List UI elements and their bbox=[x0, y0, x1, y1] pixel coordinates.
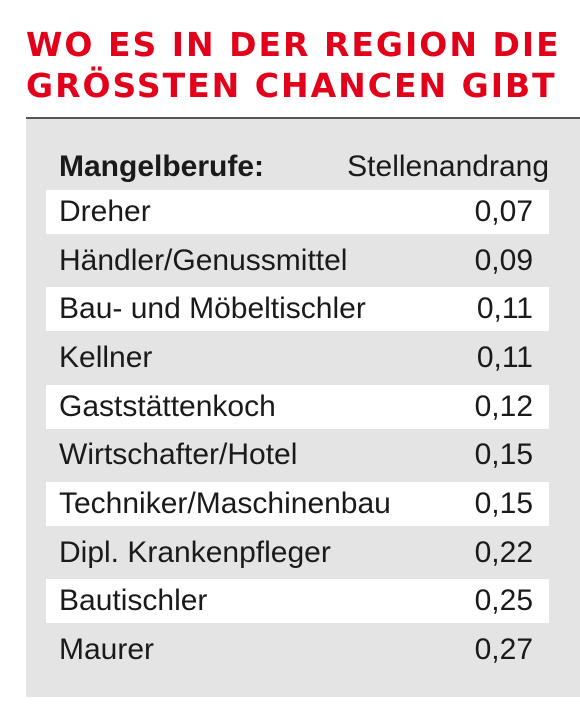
column-header-applicant-ratio: Stellenandrang bbox=[347, 150, 549, 183]
applicant-ratio-value: 0,27 bbox=[474, 632, 533, 666]
chart-title-line-2: GRÖSSTEN CHANCEN GIBT bbox=[26, 66, 557, 105]
table-body: Dreher 0,07 Händler/Genussmittel 0,09 Bau- u… bbox=[46, 190, 549, 677]
applicant-ratio-value: 0,22 bbox=[474, 535, 533, 569]
occupation-label: Techniker/Maschinenbau bbox=[59, 486, 391, 520]
occupation-label: Bau- und Möbeltischler bbox=[59, 292, 366, 326]
table-row: Bau- und Möbeltischler 0,11 bbox=[46, 287, 549, 332]
table-row: Wirtschafter/Hotel 0,15 bbox=[46, 433, 549, 477]
occupation-label: Kellner bbox=[59, 340, 153, 374]
occupation-label: Maurer bbox=[59, 632, 155, 666]
occupation-label: Händler/Genussmittel bbox=[59, 243, 348, 277]
applicant-ratio-value: 0,11 bbox=[476, 340, 533, 374]
table-row: Dipl. Krankenpfleger 0,22 bbox=[46, 531, 549, 575]
table-row: Händler/Genussmittel 0,09 bbox=[46, 239, 549, 283]
applicant-ratio-value: 0,15 bbox=[474, 438, 533, 472]
applicant-ratio-value: 0,12 bbox=[474, 389, 533, 423]
occupation-label: Dipl. Krankenpfleger bbox=[59, 535, 331, 569]
title-rule bbox=[26, 117, 580, 119]
table-row: Techniker/Maschinenbau 0,15 bbox=[46, 481, 549, 526]
occupation-label: Gaststättenkoch bbox=[59, 389, 276, 423]
chart-title-line-1: WO ES IN DER REGION DIE bbox=[26, 25, 561, 64]
table-row: Bautischler 0,25 bbox=[46, 579, 549, 624]
applicant-ratio-value: 0,15 bbox=[474, 486, 533, 520]
table-row: Kellner 0,11 bbox=[46, 336, 549, 380]
table-header: Mangelberufe: Stellenandrang bbox=[46, 144, 549, 188]
table-row: Maurer 0,27 bbox=[46, 628, 549, 672]
occupation-label: Dreher bbox=[59, 195, 151, 228]
column-header-occupation: Mangelberufe: bbox=[59, 150, 265, 183]
table-row: Gaststättenkoch 0,12 bbox=[46, 384, 549, 429]
applicant-ratio-value: 0,09 bbox=[474, 243, 533, 277]
table-row: Dreher 0,07 bbox=[46, 190, 549, 234]
chart-title: WO ES IN DER REGION DIE GRÖSSTEN CHANCEN… bbox=[26, 24, 566, 106]
applicant-ratio-value: 0,11 bbox=[476, 292, 533, 326]
occupation-label: Wirtschafter/Hotel bbox=[59, 438, 298, 472]
occupation-label: Bautischler bbox=[59, 584, 208, 618]
applicant-ratio-value: 0,25 bbox=[474, 584, 533, 618]
applicant-ratio-value: 0,07 bbox=[474, 195, 533, 228]
